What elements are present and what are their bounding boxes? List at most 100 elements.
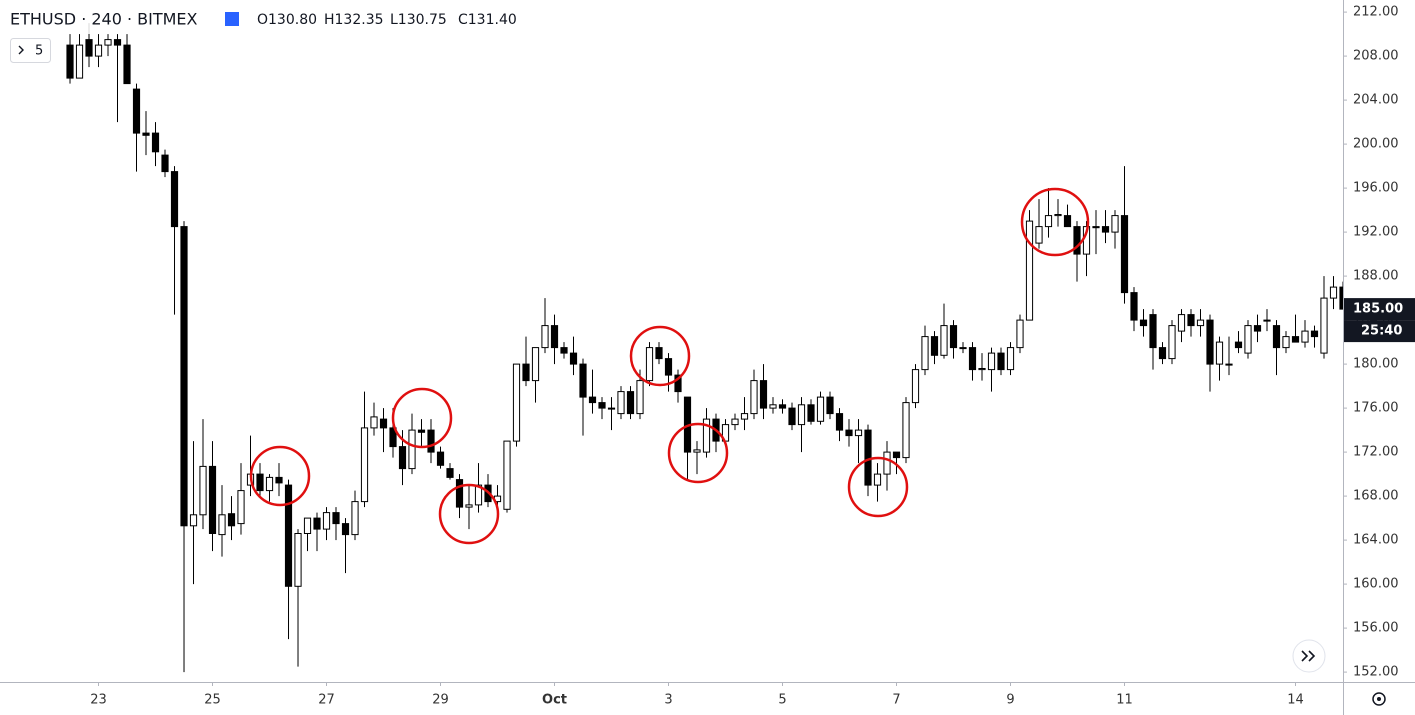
- candle-body: [427, 429, 435, 453]
- candle-body: [66, 44, 74, 79]
- y-tick-label: 200.00: [1353, 137, 1399, 152]
- candle-body: [170, 171, 179, 228]
- toggle-box[interactable]: [10, 38, 51, 63]
- candle-body: [332, 512, 340, 525]
- candle-body: [1310, 330, 1319, 338]
- candle-body: [104, 39, 112, 46]
- candle-body: [911, 369, 920, 404]
- y-tick-label: 168.00: [1353, 489, 1399, 504]
- candle-body: [1016, 319, 1024, 349]
- candle-body: [531, 347, 540, 382]
- candles: [66, 23, 1343, 673]
- candle-body: [541, 325, 549, 349]
- candle-body: [465, 504, 473, 508]
- candle-body: [826, 396, 834, 415]
- y-tick-label: 164.00: [1353, 533, 1399, 548]
- candle-body: [845, 429, 853, 437]
- candle-body: [94, 44, 103, 57]
- candle-body: [645, 347, 654, 382]
- candle-body: [1282, 336, 1290, 349]
- candle-body: [797, 404, 806, 426]
- settings-icon[interactable]: [1372, 692, 1386, 706]
- last-price-box: [1344, 298, 1415, 321]
- candle-body: [864, 429, 872, 486]
- candle-body: [1187, 314, 1195, 327]
- candle-body: [1253, 325, 1262, 332]
- candle-body: [702, 418, 711, 453]
- x-tick-label: Oct: [542, 693, 567, 708]
- candle-body: [940, 325, 948, 356]
- candle-body: [1101, 226, 1110, 233]
- candle-body: [598, 402, 606, 409]
- candle-body: [313, 517, 321, 530]
- candle-body: [607, 407, 616, 410]
- candle-body: [759, 380, 768, 409]
- candle-body: [503, 440, 511, 510]
- candle-body: [1092, 226, 1100, 229]
- candle-body: [1073, 226, 1081, 255]
- ohlc-close: C131.40: [458, 12, 517, 28]
- y-tick-label: 176.00: [1353, 401, 1399, 416]
- countdown-label: 25:40: [1361, 324, 1402, 339]
- circle: [391, 387, 453, 449]
- candle-body: [455, 479, 464, 508]
- candle-body: [446, 468, 454, 478]
- x-tick-label: 3: [664, 693, 672, 708]
- candle-body: [854, 429, 863, 437]
- y-tick-label: 208.00: [1353, 49, 1399, 64]
- candle-body: [161, 154, 169, 173]
- candle-body: [588, 396, 597, 404]
- candle-body: [1215, 341, 1224, 365]
- candle-body: [1329, 286, 1338, 299]
- candle-body: [1263, 319, 1271, 322]
- candle-body: [408, 429, 416, 470]
- candle-body: [1158, 347, 1167, 360]
- candle-body: [617, 391, 625, 415]
- candle-body: [474, 484, 483, 506]
- candle-body: [816, 396, 825, 422]
- x-tick-label: 23: [90, 693, 107, 708]
- candle-body: [997, 352, 1005, 371]
- candle-body: [294, 533, 302, 587]
- candle-body: [626, 391, 635, 415]
- candle-body: [132, 88, 141, 134]
- toggle-arrow: [18, 45, 24, 55]
- candle-body: [370, 416, 378, 429]
- candle-body: [189, 514, 198, 527]
- indicator-toggle[interactable]: 5: [10, 38, 51, 63]
- gear[interactable]: [1372, 692, 1386, 706]
- candle-body: [892, 451, 901, 459]
- candle-body: [284, 484, 293, 587]
- y-tick-label: 180.00: [1353, 357, 1399, 372]
- candle-body: [750, 380, 758, 415]
- candle-body: [550, 325, 559, 349]
- candle-body: [1063, 215, 1072, 228]
- circle: [1020, 187, 1090, 257]
- y-tick-label: 212.00: [1353, 5, 1399, 20]
- candle-body: [1006, 347, 1015, 371]
- scroll-arrows: [1301, 650, 1316, 662]
- candle-body: [693, 449, 701, 453]
- circle: [847, 456, 909, 518]
- candle-body: [1234, 341, 1243, 349]
- scroll-button[interactable]: [1292, 639, 1326, 673]
- candle-body: [1130, 292, 1138, 321]
- indicator-count: 5: [35, 44, 43, 59]
- x-tick-label: 25: [204, 693, 221, 708]
- candle-body: [436, 451, 445, 466]
- candle-body: [1206, 319, 1214, 365]
- scroll-circle[interactable]: [1292, 639, 1326, 673]
- candle-body: [85, 39, 93, 57]
- candle-body: [1025, 220, 1034, 321]
- candle-body: [237, 490, 245, 525]
- candle-body: [1139, 319, 1148, 327]
- candle-body: [1054, 214, 1062, 217]
- y-tick-label: 192.00: [1353, 225, 1399, 240]
- candle-body: [731, 418, 739, 426]
- candle-body: [389, 427, 397, 448]
- candle-body: [227, 513, 236, 527]
- y-tick-label: 196.00: [1353, 181, 1399, 196]
- flag-icon: [225, 12, 239, 26]
- symbol-title: ETHUSD · 240 · BITMEX: [10, 10, 198, 29]
